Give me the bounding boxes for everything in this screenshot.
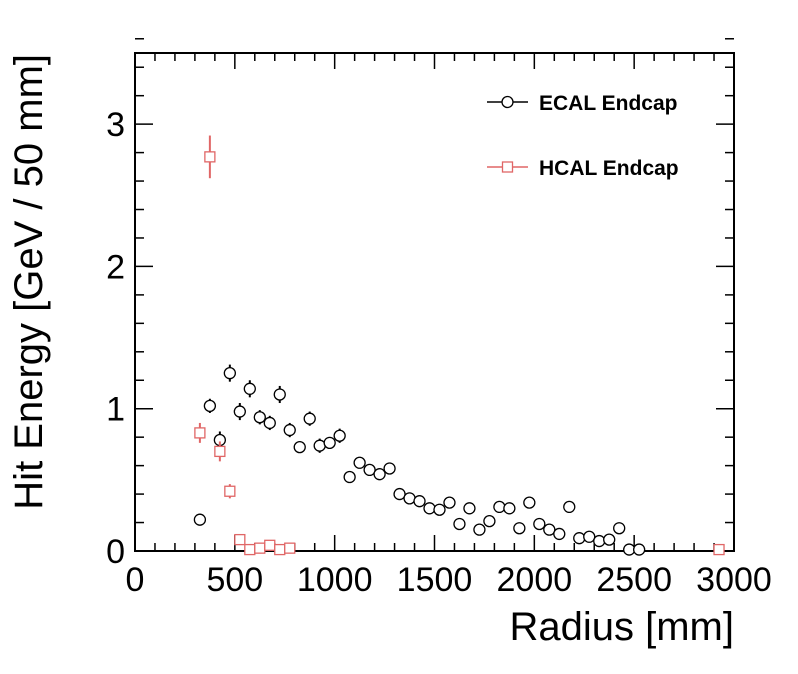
ecal-point — [273, 388, 286, 401]
ecal-point — [343, 470, 356, 484]
legend-label: ECAL Endcap — [539, 92, 677, 115]
hcal-point — [254, 542, 266, 554]
ecal-point — [293, 440, 306, 454]
ecal-point — [543, 523, 556, 536]
ecal-point — [583, 530, 596, 543]
ecal-point — [253, 411, 266, 424]
hcal-point — [204, 151, 216, 163]
ecal-point — [453, 517, 466, 531]
ecal-point — [373, 468, 386, 481]
x-tick-label: 500 — [206, 561, 263, 599]
hcal-point — [194, 427, 206, 439]
y-axis-title: Hit Energy [GeV / 50 mm] — [7, 54, 51, 510]
ecal-point — [613, 522, 626, 535]
plot-area: 0 500 1000 1500 2000 2500 3000 0 1 2 3 ECAL Endcap H… — [106, 38, 772, 599]
ecal-point — [533, 517, 546, 531]
ecal-point — [303, 412, 316, 425]
hcal-point — [713, 543, 725, 556]
ecal-point — [383, 462, 396, 475]
ecal-point — [443, 496, 456, 509]
hcal-point — [274, 543, 286, 556]
hcal-point — [264, 539, 276, 551]
ecal-point — [233, 405, 246, 418]
ecal-point — [283, 423, 296, 437]
ecal-point — [203, 399, 217, 413]
ecal-point — [423, 502, 436, 515]
ecal-point — [493, 500, 506, 514]
ecal-point — [193, 513, 207, 526]
hcal-point — [214, 445, 226, 458]
x-tick-label: 2000 — [497, 561, 573, 599]
legend-label: HCAL Endcap — [539, 157, 679, 180]
ecal-point — [403, 492, 416, 505]
ecal-point — [553, 527, 566, 541]
ecal-point — [523, 496, 536, 509]
ecal-point — [333, 429, 346, 442]
hcal-point — [284, 542, 296, 554]
legend-marker — [501, 161, 514, 173]
y-tick-label: 1 — [106, 391, 125, 429]
ecal-point — [323, 436, 336, 450]
x-axis-title: Radius [mm] — [510, 605, 735, 649]
x-tick-label: 2500 — [596, 561, 672, 599]
ecal-point — [573, 532, 586, 545]
ecal-point — [473, 523, 486, 536]
ecal-point — [603, 533, 616, 546]
ecal-point — [633, 543, 646, 556]
ecal-point — [243, 382, 256, 395]
ecal-point — [223, 366, 236, 380]
hcal-point — [244, 543, 256, 556]
ecal-point — [313, 439, 326, 452]
ecal-point — [503, 502, 516, 515]
ecal-point — [393, 487, 406, 501]
x-tick-label: 0 — [126, 561, 145, 599]
ecal-point — [363, 463, 376, 477]
x-tick-label: 1000 — [297, 561, 373, 599]
hcal-point — [234, 533, 246, 546]
ecal-point — [433, 503, 446, 516]
y-tick-label: 3 — [106, 106, 125, 144]
ecal-point — [593, 534, 606, 548]
ecal-point — [463, 502, 476, 515]
ecal-point — [353, 456, 366, 469]
y-tick-label: 0 — [106, 533, 125, 571]
legend-marker — [501, 95, 514, 109]
hcal-point — [224, 485, 236, 497]
ecal-point — [513, 522, 526, 535]
x-tick-label: 3000 — [696, 561, 772, 599]
x-tick-label: 1500 — [397, 561, 473, 599]
ecal-point — [263, 416, 276, 430]
ecal-point — [563, 500, 576, 514]
ecal-point — [483, 514, 496, 528]
y-tick-label: 2 — [106, 248, 125, 286]
ecal-point — [413, 495, 426, 508]
